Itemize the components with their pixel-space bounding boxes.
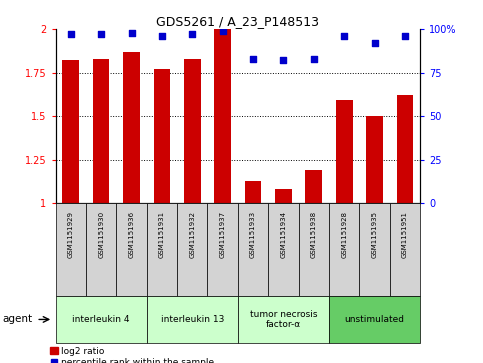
Legend: log2 ratio, percentile rank within the sample: log2 ratio, percentile rank within the s…	[50, 347, 214, 363]
Bar	[397, 95, 413, 203]
Bar	[184, 59, 200, 203]
Bar	[147, 296, 238, 343]
Bar	[93, 59, 110, 203]
Point	[188, 31, 196, 37]
Bar	[238, 203, 268, 296]
Bar	[56, 203, 86, 296]
Bar	[390, 203, 420, 296]
Text: GSM1151951: GSM1151951	[402, 211, 408, 258]
Bar	[214, 29, 231, 203]
Point	[128, 30, 135, 36]
Bar	[86, 203, 116, 296]
Bar	[298, 203, 329, 296]
Bar	[154, 69, 170, 203]
Text: unstimulated: unstimulated	[345, 315, 405, 324]
Text: interleukin 13: interleukin 13	[161, 315, 224, 324]
Bar	[62, 60, 79, 203]
Bar	[275, 189, 292, 203]
Text: GSM1151931: GSM1151931	[159, 211, 165, 258]
Point	[158, 33, 166, 39]
Title: GDS5261 / A_23_P148513: GDS5261 / A_23_P148513	[156, 15, 319, 28]
Bar	[116, 203, 147, 296]
Point	[219, 28, 227, 34]
Bar	[366, 116, 383, 203]
Bar	[268, 203, 298, 296]
Text: interleukin 4: interleukin 4	[72, 315, 130, 324]
Bar	[147, 203, 177, 296]
Text: agent: agent	[2, 314, 32, 325]
Text: GSM1151932: GSM1151932	[189, 211, 195, 258]
Bar	[359, 203, 390, 296]
Bar	[208, 203, 238, 296]
Point	[280, 57, 287, 63]
Point	[341, 33, 348, 39]
Text: GSM1151938: GSM1151938	[311, 211, 317, 258]
Point	[310, 56, 318, 62]
Point	[97, 31, 105, 37]
Bar	[329, 203, 359, 296]
Text: tumor necrosis
factor-α: tumor necrosis factor-α	[250, 310, 317, 329]
Bar	[238, 296, 329, 343]
Bar	[177, 203, 208, 296]
Point	[249, 56, 257, 62]
Point	[371, 40, 379, 46]
Text: GSM1151933: GSM1151933	[250, 211, 256, 258]
Text: GSM1151937: GSM1151937	[220, 211, 226, 258]
Text: GSM1151928: GSM1151928	[341, 211, 347, 258]
Bar	[123, 52, 140, 203]
Point	[67, 31, 74, 37]
Text: GSM1151930: GSM1151930	[98, 211, 104, 258]
Bar	[245, 181, 261, 203]
Bar	[336, 101, 353, 203]
Bar	[329, 296, 420, 343]
Bar	[56, 296, 147, 343]
Text: GSM1151936: GSM1151936	[128, 211, 135, 258]
Text: GSM1151934: GSM1151934	[281, 211, 286, 258]
Point	[401, 33, 409, 39]
Text: GSM1151929: GSM1151929	[68, 211, 74, 258]
Text: GSM1151935: GSM1151935	[371, 211, 378, 258]
Bar	[305, 170, 322, 203]
